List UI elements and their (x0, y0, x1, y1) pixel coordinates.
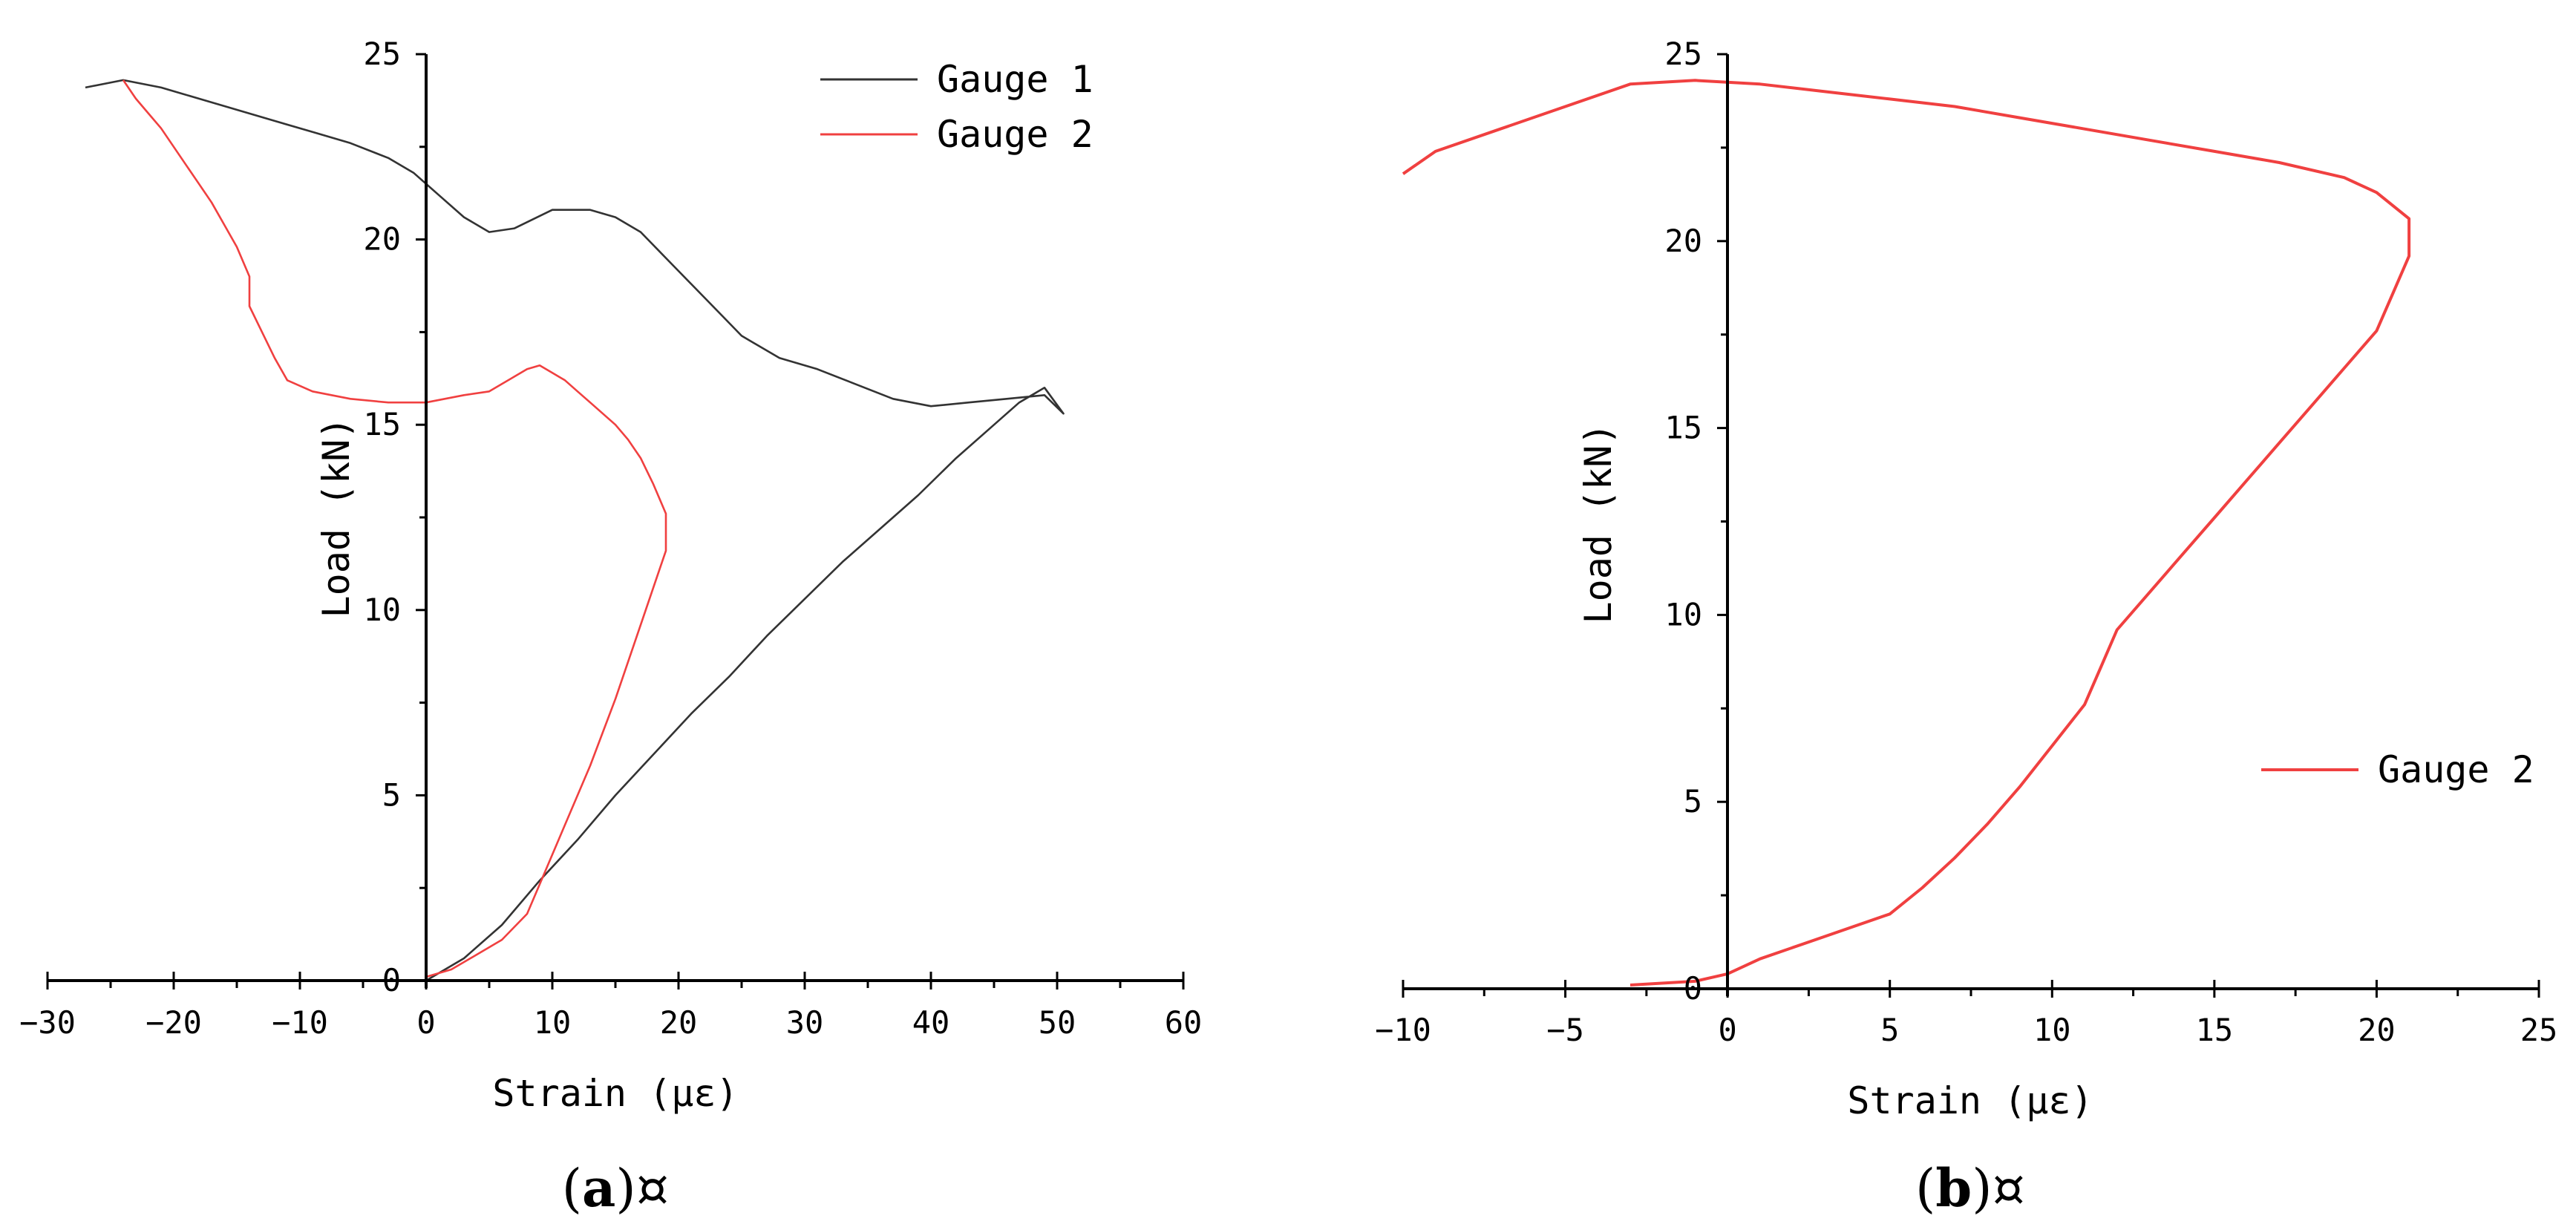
chart-a-caption: (a)¤ (562, 1157, 670, 1219)
y-tick-label: 10 (1664, 596, 1702, 632)
chart-a-series (85, 79, 1065, 982)
y-tick-label: 15 (363, 406, 401, 442)
x-tick-label: −20 (146, 1004, 202, 1041)
y-tick-label: 25 (1664, 36, 1702, 72)
legend-b-gauge-2-label: Gauge 2 (2378, 748, 2534, 791)
chart-a-legend: Gauge 1 Gauge 2 (820, 58, 1094, 156)
chart-a-y-axis-title: Load (kN) (315, 417, 358, 618)
x-tick-label: 15 (2196, 1012, 2234, 1048)
chart-b-legend: Gauge 2 (2261, 748, 2534, 791)
x-tick-label: 5 (1880, 1012, 1899, 1048)
x-tick-label: 60 (1165, 1004, 1203, 1041)
x-tick-label: 20 (2358, 1012, 2396, 1048)
legend-a-gauge-2-label: Gauge 2 (937, 113, 1094, 156)
x-tick-label: 0 (1718, 1012, 1736, 1048)
chart-b-caption: (b)¤ (1915, 1157, 2025, 1219)
x-tick-label: 10 (534, 1004, 572, 1041)
y-tick-label: 5 (1684, 783, 1702, 820)
x-tick-label: 0 (416, 1004, 435, 1041)
x-tick-label: 40 (912, 1004, 950, 1041)
y-tick-label: 25 (363, 36, 401, 72)
chart-b-series (1402, 79, 2411, 987)
chart-a-x-axis-title: Strain (με) (492, 1072, 738, 1115)
y-tick-label: 0 (382, 962, 401, 998)
series-a-gauge-2-line (122, 79, 667, 978)
x-tick-label: 20 (660, 1004, 698, 1041)
y-tick-label: 10 (363, 592, 401, 628)
x-tick-label: −10 (1375, 1012, 1431, 1048)
y-tick-label: 20 (1664, 223, 1702, 259)
chart-a: −30 −20 −10 0 10 20 30 40 50 60 0 5 10 15 20 25 Strain … (19, 36, 1202, 1219)
chart-b-x-axis-title: Strain (με) (1847, 1079, 2093, 1122)
x-tick-label: −30 (19, 1004, 76, 1041)
y-tick-label: 0 (1684, 970, 1702, 1007)
x-tick-label: 25 (2520, 1012, 2558, 1048)
x-tick-label: −10 (272, 1004, 328, 1041)
chart-b-y-axis-title: Load (kN) (1577, 423, 1620, 624)
x-tick-label: 10 (2033, 1012, 2071, 1048)
y-tick-label: 15 (1664, 410, 1702, 446)
chart-b: −10 −5 0 5 10 15 20 25 0 5 10 15 20 25 Strain (με) Lo… (1375, 36, 2557, 1219)
legend-a-gauge-1-label: Gauge 1 (937, 58, 1094, 101)
y-tick-label: 20 (363, 221, 401, 258)
series-a-gauge-1-line (85, 79, 1065, 982)
y-tick-label: 5 (382, 776, 401, 813)
x-tick-label: −5 (1546, 1012, 1584, 1048)
chart-b-ticks: −10 −5 0 5 10 15 20 25 0 5 10 15 20 25 (1375, 36, 2557, 1048)
x-tick-label: 50 (1039, 1004, 1076, 1041)
series-b-gauge-2-line (1402, 79, 2411, 987)
x-tick-label: 30 (786, 1004, 824, 1041)
chart-a-ticks: −30 −20 −10 0 10 20 30 40 50 60 0 5 10 15 20 25 (19, 36, 1202, 1041)
